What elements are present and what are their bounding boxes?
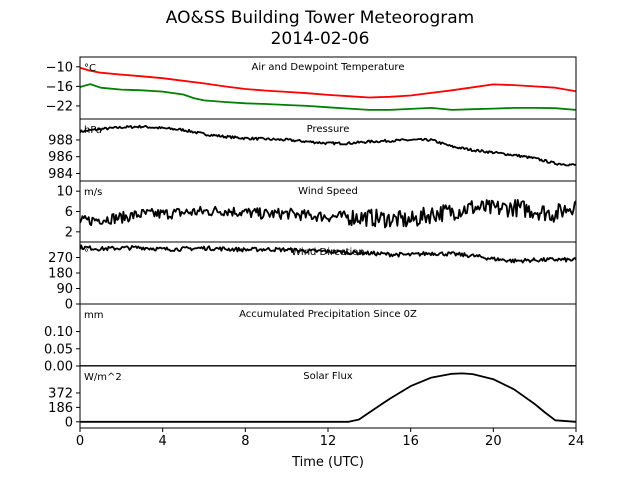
x-tick-label: 8 bbox=[241, 434, 249, 449]
panel-title: Wind Speed bbox=[298, 186, 358, 197]
figure-date: 2014-02-06 bbox=[270, 29, 370, 49]
panel-title: Air and Dewpoint Temperature bbox=[252, 62, 405, 73]
y-tick-label: −16 bbox=[46, 80, 73, 95]
x-tick-label: 4 bbox=[159, 434, 167, 449]
y-tick-label: 0 bbox=[65, 298, 73, 313]
x-tick-label: 24 bbox=[568, 434, 585, 449]
panel-title: Pressure bbox=[307, 124, 350, 135]
x-tick-label: 16 bbox=[402, 434, 419, 449]
panel-unit-label: W/m^2 bbox=[84, 372, 122, 383]
series-line-1 bbox=[80, 124, 576, 167]
panel-title: Solar Flux bbox=[303, 371, 353, 382]
y-tick-label: 0 bbox=[65, 415, 73, 430]
series-line-1 bbox=[80, 372, 576, 423]
panel-unit-label: °C bbox=[84, 63, 96, 74]
y-tick-label: 0.05 bbox=[44, 342, 73, 357]
panel-title: Wind Direction bbox=[291, 247, 365, 258]
x-tick-label: 12 bbox=[320, 434, 337, 449]
panel-unit-label: m/s bbox=[84, 187, 102, 198]
y-tick-label: −22 bbox=[46, 99, 73, 114]
y-tick-label: 0.00 bbox=[44, 360, 73, 375]
panel-2: 988 986 984 hPa Pressure bbox=[48, 118, 577, 182]
panel-1: −10 −16 −22 °C Air and Dewpoint Temperature bbox=[46, 56, 577, 120]
panel-unit-label: ° bbox=[84, 248, 89, 259]
y-tick-label: 2 bbox=[65, 225, 73, 240]
y-tick-label: 372 bbox=[48, 386, 73, 401]
y-tick-label: 988 bbox=[48, 133, 73, 148]
panel-5: 0.10 0.05 0.00 mm Accumulated Precipitation … bbox=[44, 303, 577, 375]
panel-title: Accumulated Precipitation Since 0Z bbox=[239, 309, 417, 320]
series-line-1 bbox=[80, 198, 576, 229]
panel-unit-label: hPa bbox=[84, 125, 102, 136]
y-tick-label: 0.10 bbox=[44, 325, 73, 340]
y-tick-label: 180 bbox=[48, 267, 73, 282]
y-tick-label: 10 bbox=[56, 185, 73, 200]
y-tick-label: 270 bbox=[48, 251, 73, 266]
y-tick-label: 984 bbox=[48, 167, 73, 182]
y-tick-label: 6 bbox=[65, 205, 73, 220]
x-tick-label: 0 bbox=[76, 434, 84, 449]
y-tick-label: 90 bbox=[56, 282, 73, 297]
y-tick-label: −10 bbox=[46, 60, 73, 75]
x-axis-label: Time (UTC) bbox=[291, 455, 364, 470]
y-tick-label: 186 bbox=[48, 401, 73, 416]
x-tick-label: 20 bbox=[485, 434, 502, 449]
y-tick-label: 986 bbox=[48, 150, 73, 165]
panel-3: 10 6 2 m/s Wind Speed bbox=[56, 180, 577, 243]
series-line-1 bbox=[80, 244, 576, 264]
panel-unit-label: mm bbox=[84, 310, 103, 321]
series-line-2 bbox=[80, 83, 576, 111]
figure-title: AO&SS Building Tower Meteorogram bbox=[165, 8, 475, 28]
series-line-1 bbox=[80, 66, 576, 99]
